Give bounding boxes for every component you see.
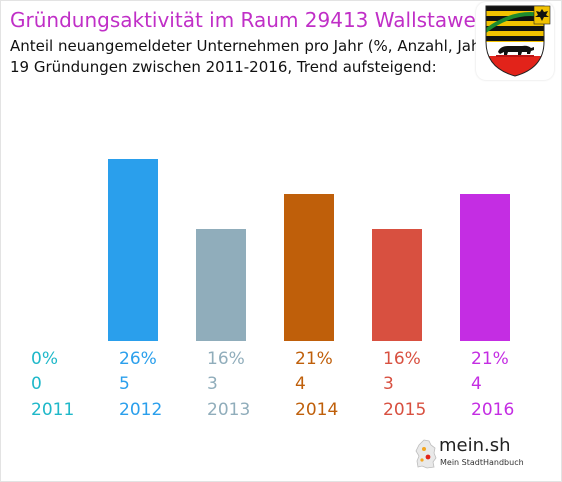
- bar-2012: [108, 159, 158, 341]
- percent-label-2012: 26%: [119, 349, 157, 369]
- percent-label-2013: 16%: [207, 349, 245, 369]
- chart-subtitle: Anteil neuangemeldeter Unternehmen pro J…: [10, 37, 493, 55]
- germany-map-icon: [415, 439, 437, 469]
- count-label-2014: 4: [295, 374, 306, 394]
- count-label-2012: 5: [119, 374, 130, 394]
- year-label-2013: 2013: [207, 400, 250, 420]
- year-label-2015: 2015: [383, 400, 426, 420]
- coat-of-arms: [476, 2, 554, 80]
- bar-2014: [284, 194, 334, 341]
- bar-2015: [372, 229, 422, 341]
- brand-logo[interactable]: mein.sh Mein StadtHandbuch: [415, 433, 527, 475]
- bar-2013: [196, 229, 246, 341]
- percent-label-2015: 16%: [383, 349, 421, 369]
- percent-label-2014: 21%: [295, 349, 333, 369]
- year-label-2012: 2012: [119, 400, 162, 420]
- year-label-2016: 2016: [471, 400, 514, 420]
- chart-title: Gründungsaktivität im Raum 29413 Wallsta…: [10, 8, 476, 32]
- year-label-2011: 2011: [31, 400, 74, 420]
- brand-name: mein.sh: [439, 435, 511, 456]
- percent-label-2011: 0%: [31, 349, 58, 369]
- percent-label-2016: 21%: [471, 349, 509, 369]
- saxony-anhalt-coat-of-arms-icon: [485, 5, 551, 77]
- bar-2016: [460, 194, 510, 341]
- brand-tagline: Mein StadtHandbuch: [440, 458, 524, 467]
- chart-summary: 19 Gründungen zwischen 2011-2016, Trend …: [10, 58, 437, 76]
- count-label-2011: 0: [31, 374, 42, 394]
- count-label-2015: 3: [383, 374, 394, 394]
- year-label-2014: 2014: [295, 400, 338, 420]
- count-label-2013: 3: [207, 374, 218, 394]
- count-label-2016: 4: [471, 374, 482, 394]
